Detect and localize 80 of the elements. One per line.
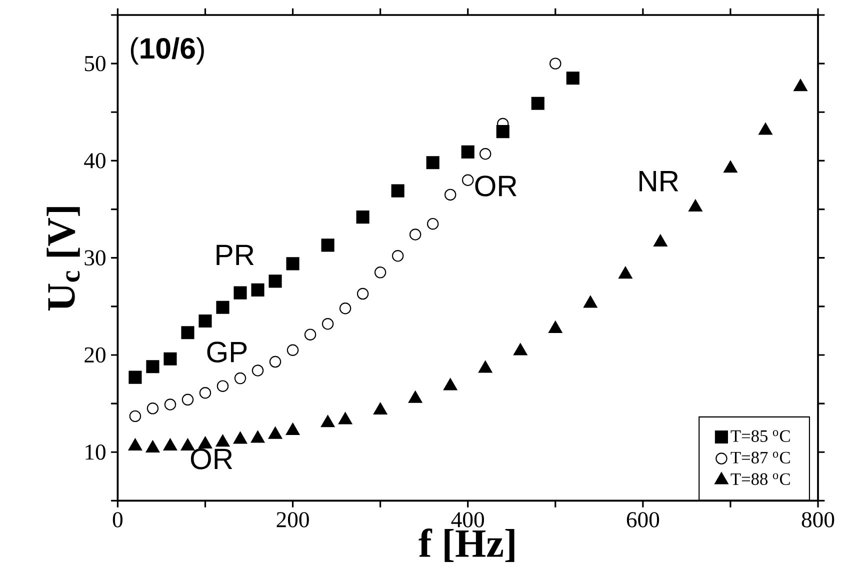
point xyxy=(181,326,194,340)
point xyxy=(233,432,248,444)
annotation: PR xyxy=(216,244,254,266)
point xyxy=(163,438,178,451)
point xyxy=(584,296,598,308)
point xyxy=(461,145,474,158)
y-tick-label: 50 xyxy=(84,56,106,72)
annotation: (10/6) xyxy=(130,37,204,65)
point xyxy=(268,274,282,288)
point xyxy=(443,378,458,390)
point xyxy=(408,390,422,403)
point xyxy=(322,318,334,330)
x-axis-title: f [Hz] xyxy=(418,528,514,562)
annotation: OR xyxy=(190,448,232,470)
point xyxy=(339,302,352,314)
point xyxy=(496,125,510,138)
point xyxy=(286,344,299,356)
point xyxy=(426,218,439,230)
point xyxy=(251,283,264,296)
point xyxy=(146,402,159,414)
x-tick-label: 600 xyxy=(626,512,660,528)
legend-label: T=87 $^{o}$C xyxy=(730,452,790,464)
point xyxy=(250,430,265,443)
annotation: OR xyxy=(475,176,517,196)
x-tick-label: 800 xyxy=(802,512,834,528)
point xyxy=(252,364,264,376)
point xyxy=(426,156,440,170)
point xyxy=(146,440,160,452)
y-tick-label: 10 xyxy=(86,444,106,460)
x-tick-label: 400 xyxy=(451,512,484,528)
point xyxy=(216,434,230,447)
legend-label: T=85 $^{o}$C xyxy=(730,430,790,442)
point xyxy=(164,352,177,366)
point xyxy=(321,238,334,252)
point xyxy=(129,410,142,422)
point xyxy=(356,210,370,224)
point xyxy=(531,96,544,110)
point xyxy=(548,320,562,333)
point xyxy=(356,288,369,300)
x-tick-label: 0 xyxy=(112,512,123,528)
y-tick-label: 40 xyxy=(84,153,106,168)
legend-label: T=88 $^{o}$C xyxy=(730,473,790,485)
y-tick-label: 20 xyxy=(84,347,106,363)
annotation: GP xyxy=(207,342,247,362)
point xyxy=(618,266,632,279)
point xyxy=(198,436,212,449)
point xyxy=(182,394,194,406)
point xyxy=(478,360,492,373)
point xyxy=(164,398,176,410)
point xyxy=(269,356,282,368)
point xyxy=(304,328,316,340)
point xyxy=(216,380,229,392)
point xyxy=(392,250,404,262)
point xyxy=(374,266,386,278)
annotation: NR xyxy=(640,171,678,192)
point xyxy=(234,286,247,300)
point xyxy=(479,148,492,160)
point xyxy=(566,72,580,85)
point xyxy=(286,422,300,435)
point xyxy=(462,174,474,186)
point xyxy=(373,402,388,415)
point xyxy=(128,370,142,384)
point xyxy=(128,438,142,451)
x-tick-label: 200 xyxy=(276,512,309,528)
y-axis-title: U$_{c}$ [V] xyxy=(46,207,80,311)
point xyxy=(550,58,562,70)
point xyxy=(444,188,456,201)
point xyxy=(234,372,246,384)
y-tick-label: 30 xyxy=(84,250,106,266)
point xyxy=(320,415,335,428)
point xyxy=(286,257,300,270)
point xyxy=(199,387,212,399)
point xyxy=(268,426,282,439)
point xyxy=(513,343,528,356)
point xyxy=(391,184,404,198)
point xyxy=(216,300,230,314)
point xyxy=(338,412,352,424)
point xyxy=(198,314,212,328)
point xyxy=(409,228,422,240)
point xyxy=(146,360,160,374)
